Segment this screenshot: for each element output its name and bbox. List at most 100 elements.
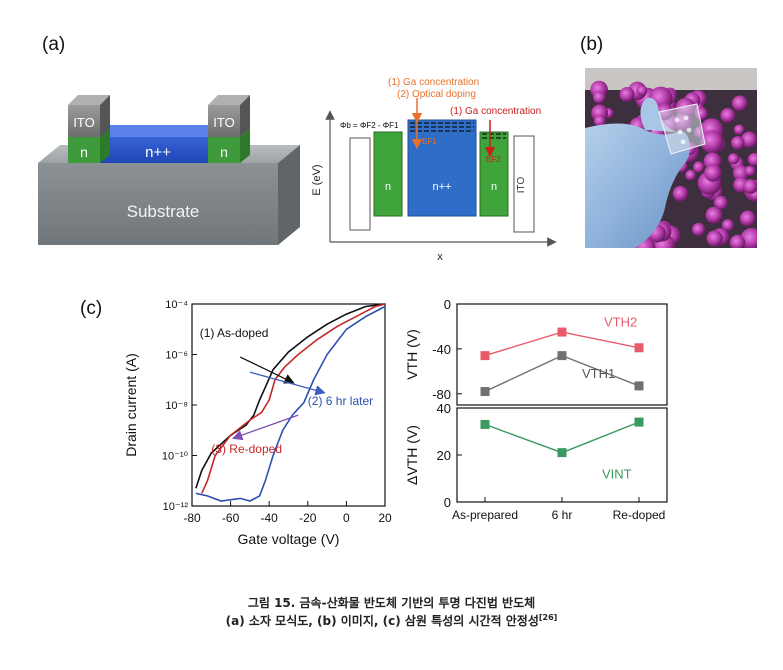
transfer-chart: -80 -60 -40 -20 0 20 10⁻⁴ 10⁻⁶ 10⁻⁸ 10⁻¹⁰ 10⁻¹² Ga…	[123, 299, 392, 547]
vint-point	[634, 417, 644, 427]
flower	[672, 185, 689, 202]
arrow-as-doped	[239, 356, 295, 384]
ann-ga-conc-1: (1) Ga concentration	[388, 77, 479, 88]
n-left-label: n	[80, 144, 88, 160]
band-y-label: E (eV)	[311, 164, 323, 195]
arrow-6hr-later	[249, 371, 326, 396]
flower	[593, 114, 606, 127]
y-tick-label: 10⁻¹⁰	[162, 451, 189, 463]
device-pads	[674, 115, 692, 145]
ito-left-label: ITO	[73, 115, 94, 130]
category-label: As-prepared	[452, 508, 518, 522]
flower	[720, 108, 736, 123]
ann-ga-conc-2: (1) Ga concentration	[450, 106, 541, 117]
band-n-left-label: n	[385, 181, 391, 193]
ito-right	[208, 105, 240, 137]
photo-top-wall	[585, 68, 757, 90]
n-right	[208, 137, 240, 163]
flower	[744, 165, 756, 177]
ito-right-top	[208, 95, 250, 105]
flower	[619, 86, 635, 102]
vth2-point	[480, 351, 490, 361]
series-label-vint: VINT	[602, 467, 632, 482]
band-x-label: x	[437, 251, 443, 263]
series-label-vth1: VTH1	[582, 366, 615, 381]
panel-label-b: (b)	[580, 34, 604, 55]
band-npp-label: n++	[433, 181, 452, 193]
band-left-metal	[349, 137, 371, 231]
vint-line	[484, 421, 640, 454]
ito-right-label: ITO	[213, 115, 234, 130]
vth1-point	[480, 387, 490, 397]
n-right-side	[240, 129, 250, 163]
flower	[693, 161, 705, 173]
substrate-label: Substrate	[127, 202, 200, 221]
flower	[700, 130, 724, 154]
x-tick-label: -80	[183, 511, 201, 525]
phi-label: Φb = ΦF2 - ΦF1	[340, 121, 399, 130]
flower	[713, 195, 728, 210]
ef2-label: EF2	[486, 155, 501, 164]
transfer-x-label: Gate voltage (V)	[238, 531, 340, 547]
y-tick-label: 10⁻⁸	[165, 400, 188, 412]
glove	[585, 123, 690, 248]
flower	[732, 165, 749, 182]
caption-line-2-text: (a) 소자 모식도, (b) 이미지, (c) 삼원 특성의 시간적 안정성	[225, 614, 539, 628]
caption-line-2: (a) 소자 모식도, (b) 이미지, (c) 삼원 특성의 시간적 안정성[…	[0, 612, 783, 629]
flower	[704, 164, 722, 182]
y-tick-label: 10⁻⁶	[165, 350, 188, 362]
annotation-as-doped: (1) As-doped	[200, 326, 269, 340]
npp-label: n++	[145, 144, 171, 161]
flower	[732, 95, 748, 112]
x-tick-label: 20	[378, 511, 392, 525]
flower	[743, 179, 757, 194]
ito-right-side	[240, 95, 250, 137]
dvth-y-label: ΔVTH (V)	[404, 425, 420, 485]
ann-optical-doping: (2) Optical doping	[397, 89, 476, 100]
flower	[592, 90, 606, 104]
flower	[685, 169, 697, 181]
caption-line-1: 그림 15. 금속-산화물 반도체 기반의 투명 다진법 반도체	[247, 596, 536, 610]
vth-y-tick-label: -40	[432, 342, 451, 357]
band-ito	[513, 135, 535, 233]
vth1-point	[557, 351, 567, 361]
panel-label-a: (a)	[42, 34, 66, 55]
band-n-left	[373, 131, 403, 217]
device-schematic: Substrate n++ ITO n ITO n	[38, 95, 300, 245]
flower	[731, 136, 745, 150]
category-label: 6 hr	[552, 508, 573, 522]
dvth-y-tick-label: 40	[437, 401, 451, 416]
band-ito-label: ITO	[516, 177, 527, 194]
panel-label-c: (c)	[80, 298, 103, 319]
transparent-device	[658, 103, 706, 155]
annotation-6hr-later: (2) 6 hr later	[308, 394, 373, 408]
annotation-re-doped: (3) Re-doped	[211, 442, 282, 456]
x-tick-label: -20	[299, 511, 317, 525]
flower	[741, 131, 757, 148]
substrate-side	[278, 145, 300, 245]
substrate-front	[38, 163, 278, 245]
flower	[727, 153, 740, 165]
x-tick-label: -40	[261, 511, 279, 525]
transfer-y-label: Drain current (A)	[123, 353, 139, 456]
vint-point	[480, 419, 490, 429]
n-right-label: n	[220, 144, 228, 160]
vint-point	[557, 448, 567, 458]
glove-thumb	[640, 97, 677, 132]
band-npp	[407, 119, 477, 217]
vth2-point	[634, 343, 644, 353]
arrow-re-doped	[232, 414, 299, 441]
flower	[721, 219, 734, 232]
dvth-y-tick-label: 0	[444, 495, 451, 510]
vth1-point	[634, 381, 644, 391]
npp-block	[90, 137, 226, 163]
ito-left	[68, 105, 100, 137]
flower	[706, 230, 723, 247]
device-photo	[585, 68, 757, 248]
y-tick-label: 10⁻¹²	[163, 501, 189, 513]
ito-left-side	[100, 95, 110, 137]
transfer-series-1	[195, 303, 386, 489]
category-label: Re-doped	[613, 508, 666, 522]
ito-left-top	[68, 95, 110, 105]
caption-ref: [26]	[538, 613, 558, 622]
